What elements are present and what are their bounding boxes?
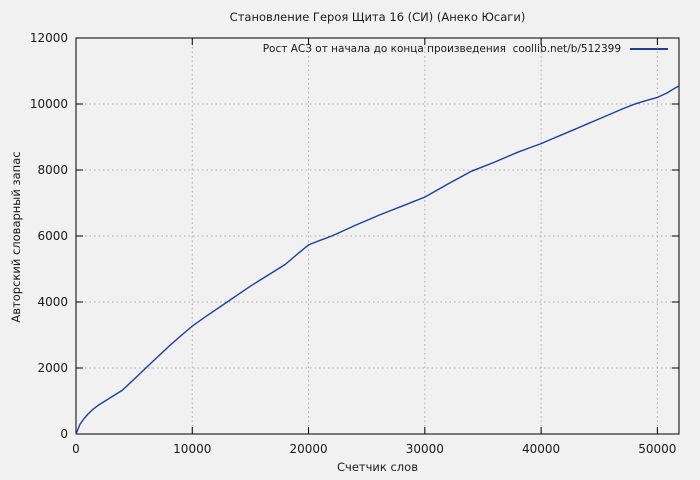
svg-text:12000: 12000 <box>30 31 68 45</box>
y-axis-label: Авторский словарный запас <box>9 151 23 323</box>
svg-text:40000: 40000 <box>522 442 560 456</box>
svg-text:10000: 10000 <box>30 97 68 111</box>
svg-text:50000: 50000 <box>638 442 676 456</box>
svg-text:30000: 30000 <box>406 442 444 456</box>
svg-text:20000: 20000 <box>289 442 327 456</box>
svg-text:0: 0 <box>60 427 68 441</box>
legend: Рост АСЗ от начала до конца произведения… <box>263 42 668 56</box>
svg-text:10000: 10000 <box>173 442 211 456</box>
svg-text:0: 0 <box>72 442 80 456</box>
legend-series-label: Рост АСЗ от начала до конца произведения… <box>262 43 621 55</box>
svg-text:4000: 4000 <box>37 295 68 309</box>
x-axis-label: Счетчик слов <box>337 460 418 474</box>
svg-text:6000: 6000 <box>37 229 68 243</box>
svg-text:8000: 8000 <box>37 163 68 177</box>
legend-line-sample-icon <box>630 48 668 50</box>
chart-title: Становление Героя Щита 16 (СИ) (Анеко Юс… <box>229 10 526 24</box>
svg-text:2000: 2000 <box>37 361 68 375</box>
